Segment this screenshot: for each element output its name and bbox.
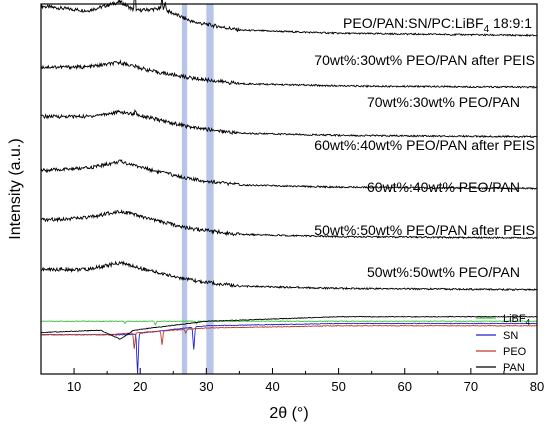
curve-label-5: 50wt%:50wt% PEO/PAN after PEIS (314, 222, 535, 238)
x-axis-ticks: 10 20 30 40 50 60 70 80 (40, 368, 544, 394)
x-tick-label: 50 (331, 379, 345, 394)
curve-3 (41, 109, 538, 139)
legend-label-peo: PEO (503, 346, 527, 358)
header-suffix: 18:9:1 (489, 15, 532, 31)
highlight-bands (181, 4, 214, 374)
x-tick-label: 10 (67, 379, 81, 394)
reference-libf (40, 320, 538, 327)
x-axis-title: 2θ (°) (269, 405, 308, 422)
curve-1 (40, 0, 537, 38)
highlight-band-1 (181, 4, 188, 374)
reference-peo (40, 324, 538, 349)
curve-6 (40, 260, 538, 292)
curve-label-2: 70wt%:30wt% PEO/PAN (367, 94, 520, 110)
curve-5 (40, 209, 538, 240)
legend: LiBF4 SN PEO PAN (476, 313, 531, 374)
curve-label-1: 70wt%:30wt% PEO/PAN after PEIS (314, 52, 535, 68)
y-axis-title: Intensity (a.u.) (7, 138, 24, 239)
curve-4 (40, 159, 538, 190)
x-tick-label: 40 (265, 379, 279, 394)
x-tick-label: 80 (530, 379, 544, 394)
curve-label-3: 60wt%:40wt% PEO/PAN after PEIS (314, 137, 535, 153)
reference-pan (40, 315, 538, 340)
x-tick-label: 30 (199, 379, 213, 394)
curve-labels: 70wt%:30wt% PEO/PAN after PEIS 70wt%:30wt… (314, 52, 535, 280)
data-series (40, 0, 538, 375)
header-subscript: 4 (484, 24, 490, 35)
legend-label-pan: PAN (503, 362, 525, 374)
highlight-band-2 (206, 4, 214, 374)
header-text: PEO/PAN:SN/PC:LiBF (343, 15, 484, 31)
legend-label-libf: LiBF4 (503, 313, 531, 327)
x-tick-label: 20 (133, 379, 147, 394)
curve-2 (40, 59, 538, 90)
plot-frame (40, 3, 538, 375)
reference-sn (40, 322, 537, 375)
legend-label-sn: SN (503, 330, 518, 342)
x-tick-label: 60 (397, 379, 411, 394)
x-tick-label: 70 (464, 379, 478, 394)
header-label: PEO/PAN:SN/PC:LiBF4 18:9:1 (343, 15, 532, 35)
curve-label-6: 50wt%:50wt% PEO/PAN (367, 264, 520, 280)
curve-label-4: 60wt%:40wt% PEO/PAN (367, 179, 520, 195)
